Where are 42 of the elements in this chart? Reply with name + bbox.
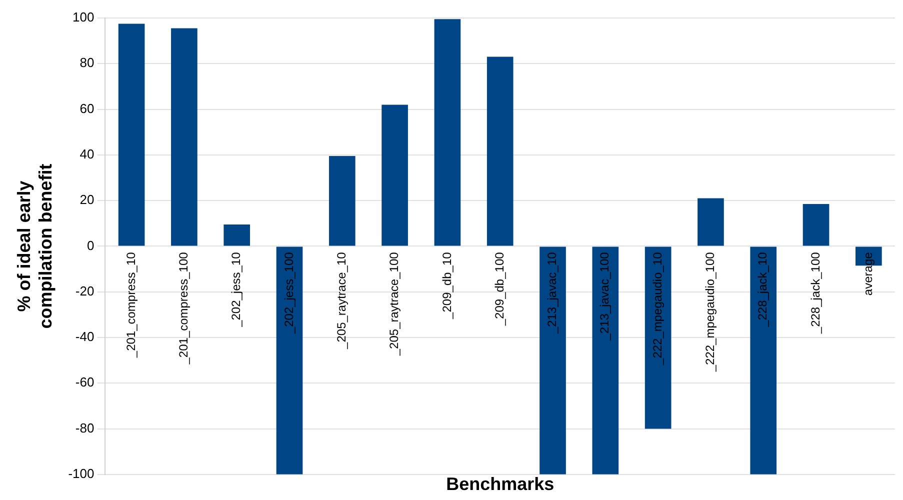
x-tick-label: _213_javac_10 [545,252,560,335]
y-tick-label: -100 [68,466,94,481]
bar [750,246,777,474]
y-tick-label: 40 [80,146,94,162]
bar [224,224,250,246]
x-tick-label: _205_raytrace_10 [334,252,348,350]
y-axis-title: % of ideal early compilation benefit [14,164,56,329]
bar [118,24,145,246]
bar [328,156,356,246]
y-tick-label: 60 [80,100,94,116]
y-tick-label: -80 [75,420,94,436]
x-tick-label: _213_javac_100 [598,252,612,342]
y-tick-label: 80 [80,55,94,70]
x-tick-label: _222_mpegaudio_100 [703,252,718,373]
x-tick-label: _228_jack_100 [808,252,822,335]
x-tick-label: _205_raytrace_100 [387,252,402,357]
bar [540,246,566,474]
x-tick-label: _222_mpegaudio_10 [650,252,664,366]
x-tick-label: _201_compress_10 [124,252,138,359]
x-tick-label: _201_compress_100 [176,252,191,366]
bar [486,56,514,246]
x-tick-label: average [860,252,875,296]
y-tick-label: 20 [80,192,94,208]
x-tick-label: _209_db_100 [492,252,506,327]
x-tick-label: _202_jess_100 [282,252,296,335]
bar [698,198,724,246]
y-tick-label: 0 [86,238,94,253]
bar [171,28,198,246]
bar [434,19,461,246]
bar [644,246,672,429]
y-tick-label: -60 [75,374,94,390]
y-tick-label: -40 [75,329,94,344]
bar [592,246,619,474]
y-tick-label: 100 [72,10,94,25]
x-tick-label: _228_jack_10 [756,252,770,328]
bar [382,104,408,246]
y-tick-label: -20 [75,283,94,298]
bar [802,204,830,246]
x-tick-label: _209_db_10 [440,252,454,320]
x-axis-title: Benchmarks [446,474,554,494]
bar [276,246,303,474]
x-tick-label: _202_jess_10 [229,252,244,328]
